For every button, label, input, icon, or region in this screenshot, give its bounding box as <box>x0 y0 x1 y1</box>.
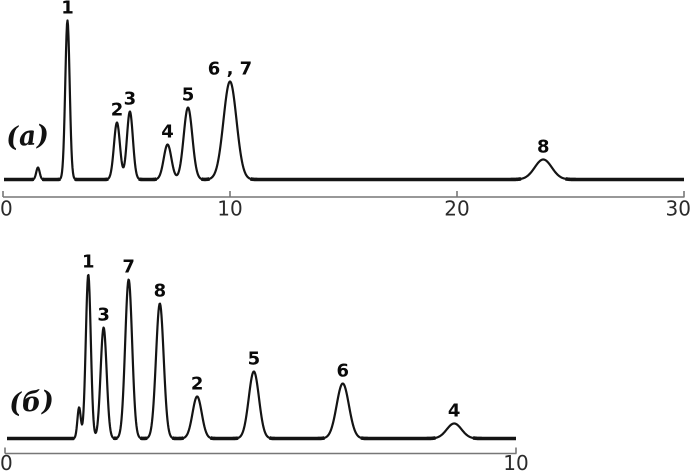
peak-label-0-1: 1 <box>61 0 74 19</box>
peak-label-0-8: 8 <box>537 137 550 158</box>
x-tick-label-0-30: 30 <box>666 197 691 221</box>
x-tick-label-0-0: 0 <box>0 197 13 221</box>
peak-label-1-1: 1 <box>82 252 95 273</box>
peak-label-1-5: 5 <box>248 349 261 370</box>
peak-label-0-3: 3 <box>124 89 137 110</box>
x-tick-label-1-10: 10 <box>503 451 528 472</box>
x-tick-label-0-20: 20 <box>444 197 469 221</box>
peak-label-1-8: 8 <box>154 281 167 302</box>
x-tick-label-1-0: 0 <box>0 451 13 472</box>
x-tick-label-0-10: 10 <box>217 197 242 221</box>
peak-label-0-6,7: 6 , 7 <box>208 59 252 80</box>
peak-label-0-4: 4 <box>161 122 174 143</box>
peak-label-0-5: 5 <box>182 85 195 106</box>
chromatogram-trace-1 <box>6 273 517 440</box>
peak-label-1-4: 4 <box>448 401 461 422</box>
peak-label-1-2: 2 <box>191 374 204 395</box>
peak-label-1-3: 3 <box>97 305 110 326</box>
peak-label-1-7: 7 <box>122 257 135 278</box>
chromatogram-trace-0 <box>3 19 685 181</box>
panel-label-b: (б) <box>7 385 56 420</box>
trace-baseline-1 <box>7 436 516 441</box>
panel-label-a: (a) <box>4 119 51 154</box>
peak-label-0-2: 2 <box>111 100 124 121</box>
peak-label-1-6: 6 <box>337 361 350 382</box>
